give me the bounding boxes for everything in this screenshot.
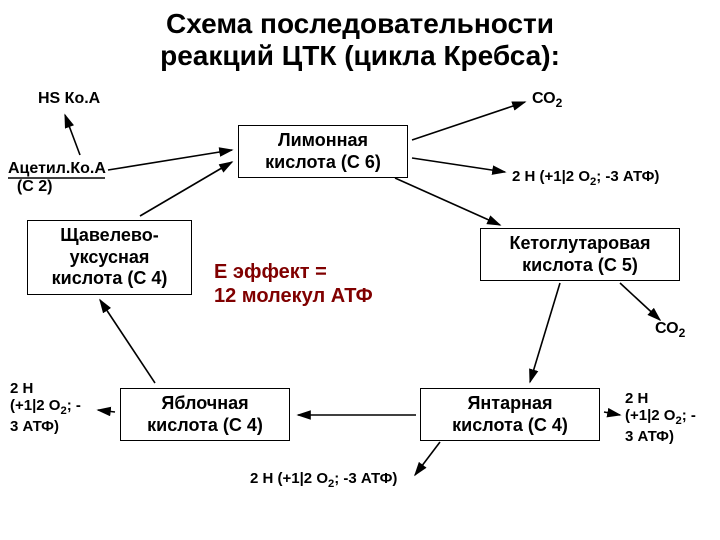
label-2h-bottom: 2 Н (+1|2 О2; -3 АТФ) bbox=[250, 470, 397, 491]
node-malic: Яблочная кислота (С 4) bbox=[120, 388, 290, 441]
title-line2: реакций ЦТК (цикла Кребса): bbox=[160, 40, 560, 71]
node-oxalo: Щавелево- уксусная кислота (С 4) bbox=[27, 220, 192, 295]
diagram-title: Схема последовательности реакций ЦТК (ци… bbox=[0, 0, 720, 72]
label-co2-top: СО2 bbox=[532, 90, 562, 111]
label-2h-top: 2 Н (+1|2 О2; -3 АТФ) bbox=[512, 168, 659, 189]
title-line1: Схема последовательности bbox=[166, 8, 554, 39]
label-co2-right: СО2 bbox=[655, 320, 685, 341]
center-effect: Е эффект = 12 молекул АТФ bbox=[214, 260, 373, 308]
node-keto: Кетоглутаровая кислота (С 5) bbox=[480, 228, 680, 281]
node-succinic: Янтарная кислота (С 4) bbox=[420, 388, 600, 441]
node-citric: Лимонная кислота (С 6) bbox=[238, 125, 408, 178]
label-hs-koa: НS Ко.А bbox=[38, 90, 100, 108]
label-acetyl-koa: Ацетил.Ко.А (С 2) bbox=[8, 160, 106, 197]
label-2h-right: 2 Н (+1|2 О2; - 3 АТФ) bbox=[625, 390, 696, 445]
label-2h-left: 2 Н (+1|2 О2; - 3 АТФ) bbox=[10, 380, 81, 435]
